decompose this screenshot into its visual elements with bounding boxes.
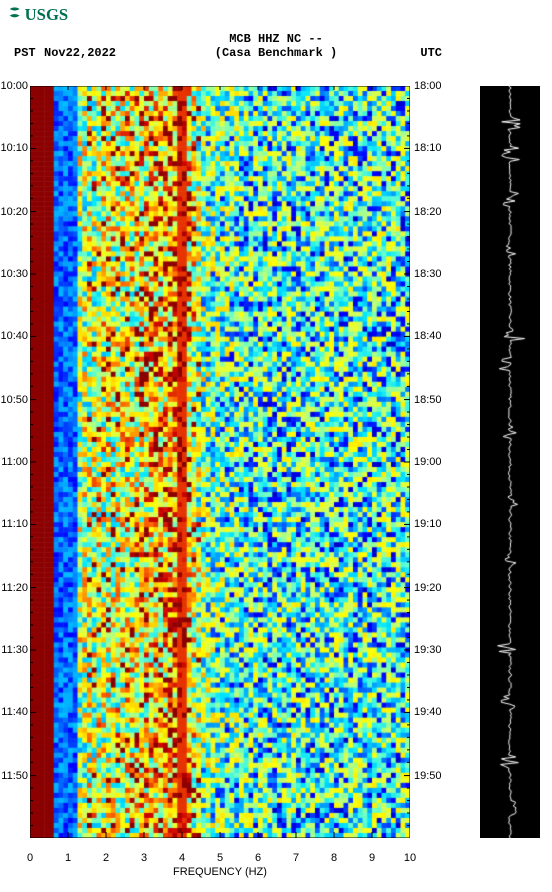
header: MCB HHZ NC -- PST Nov22,2022 (Casa Bench…: [0, 32, 552, 60]
pst-label: PST: [14, 46, 36, 60]
x-axis: FREQUENCY (HZ) 012345678910: [30, 838, 410, 878]
page: USGS MCB HHZ NC -- PST Nov22,2022 (Casa …: [0, 0, 552, 892]
svg-text:USGS: USGS: [25, 5, 69, 24]
side-trace-panel: [480, 86, 540, 838]
usgs-logo: USGS: [8, 4, 108, 24]
y-axis-right: 18:0018:1018:2018:3018:4018:5019:0019:10…: [412, 86, 452, 838]
y-axis-left: 10:0010:1010:2010:3010:4010:5011:0011:10…: [0, 86, 30, 838]
spectrogram-canvas: [30, 86, 410, 838]
spectrogram-plot: [30, 86, 410, 838]
date-label: Nov22,2022: [44, 46, 116, 60]
utc-label: UTC: [420, 46, 442, 60]
x-axis-label: FREQUENCY (HZ): [30, 866, 410, 878]
trace-canvas: [480, 86, 540, 838]
station-line: MCB HHZ NC --: [0, 32, 552, 46]
